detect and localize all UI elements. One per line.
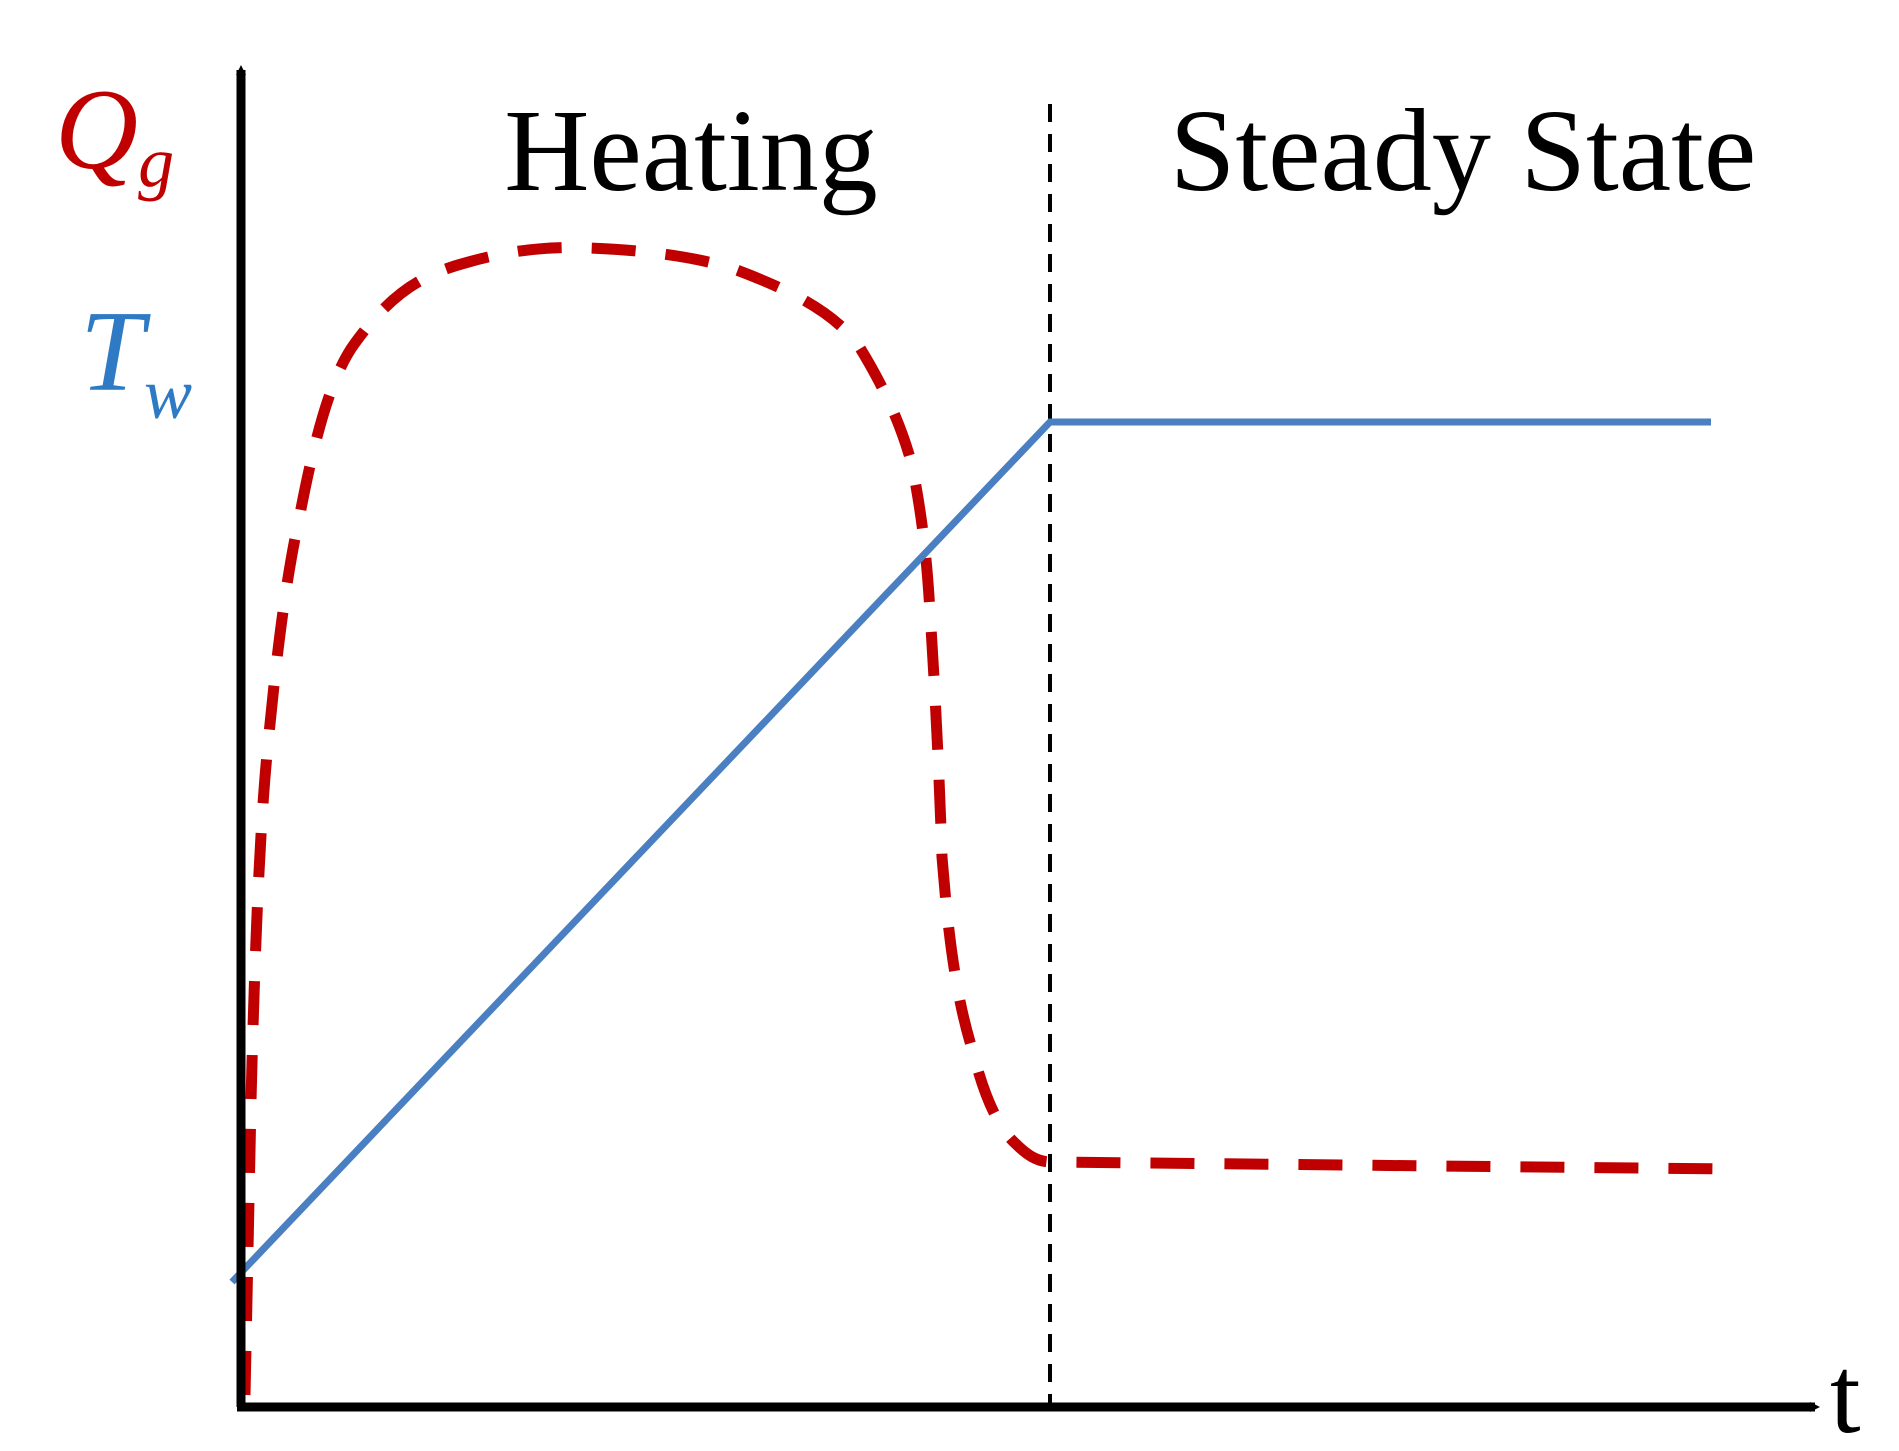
subscript: g [138,122,174,202]
x-label: t [1830,1334,1861,1451]
symbol: T [80,288,151,415]
y-label-tw: Tw [80,288,192,434]
tw-line [229,418,1711,1285]
region-label: Heating [504,85,878,216]
qg-curve [239,242,1732,1396]
region-label: Steady State [1170,85,1757,216]
y-label-qg: Qg [55,66,174,202]
symbol: Q [55,66,138,193]
subscript: w [144,354,192,434]
